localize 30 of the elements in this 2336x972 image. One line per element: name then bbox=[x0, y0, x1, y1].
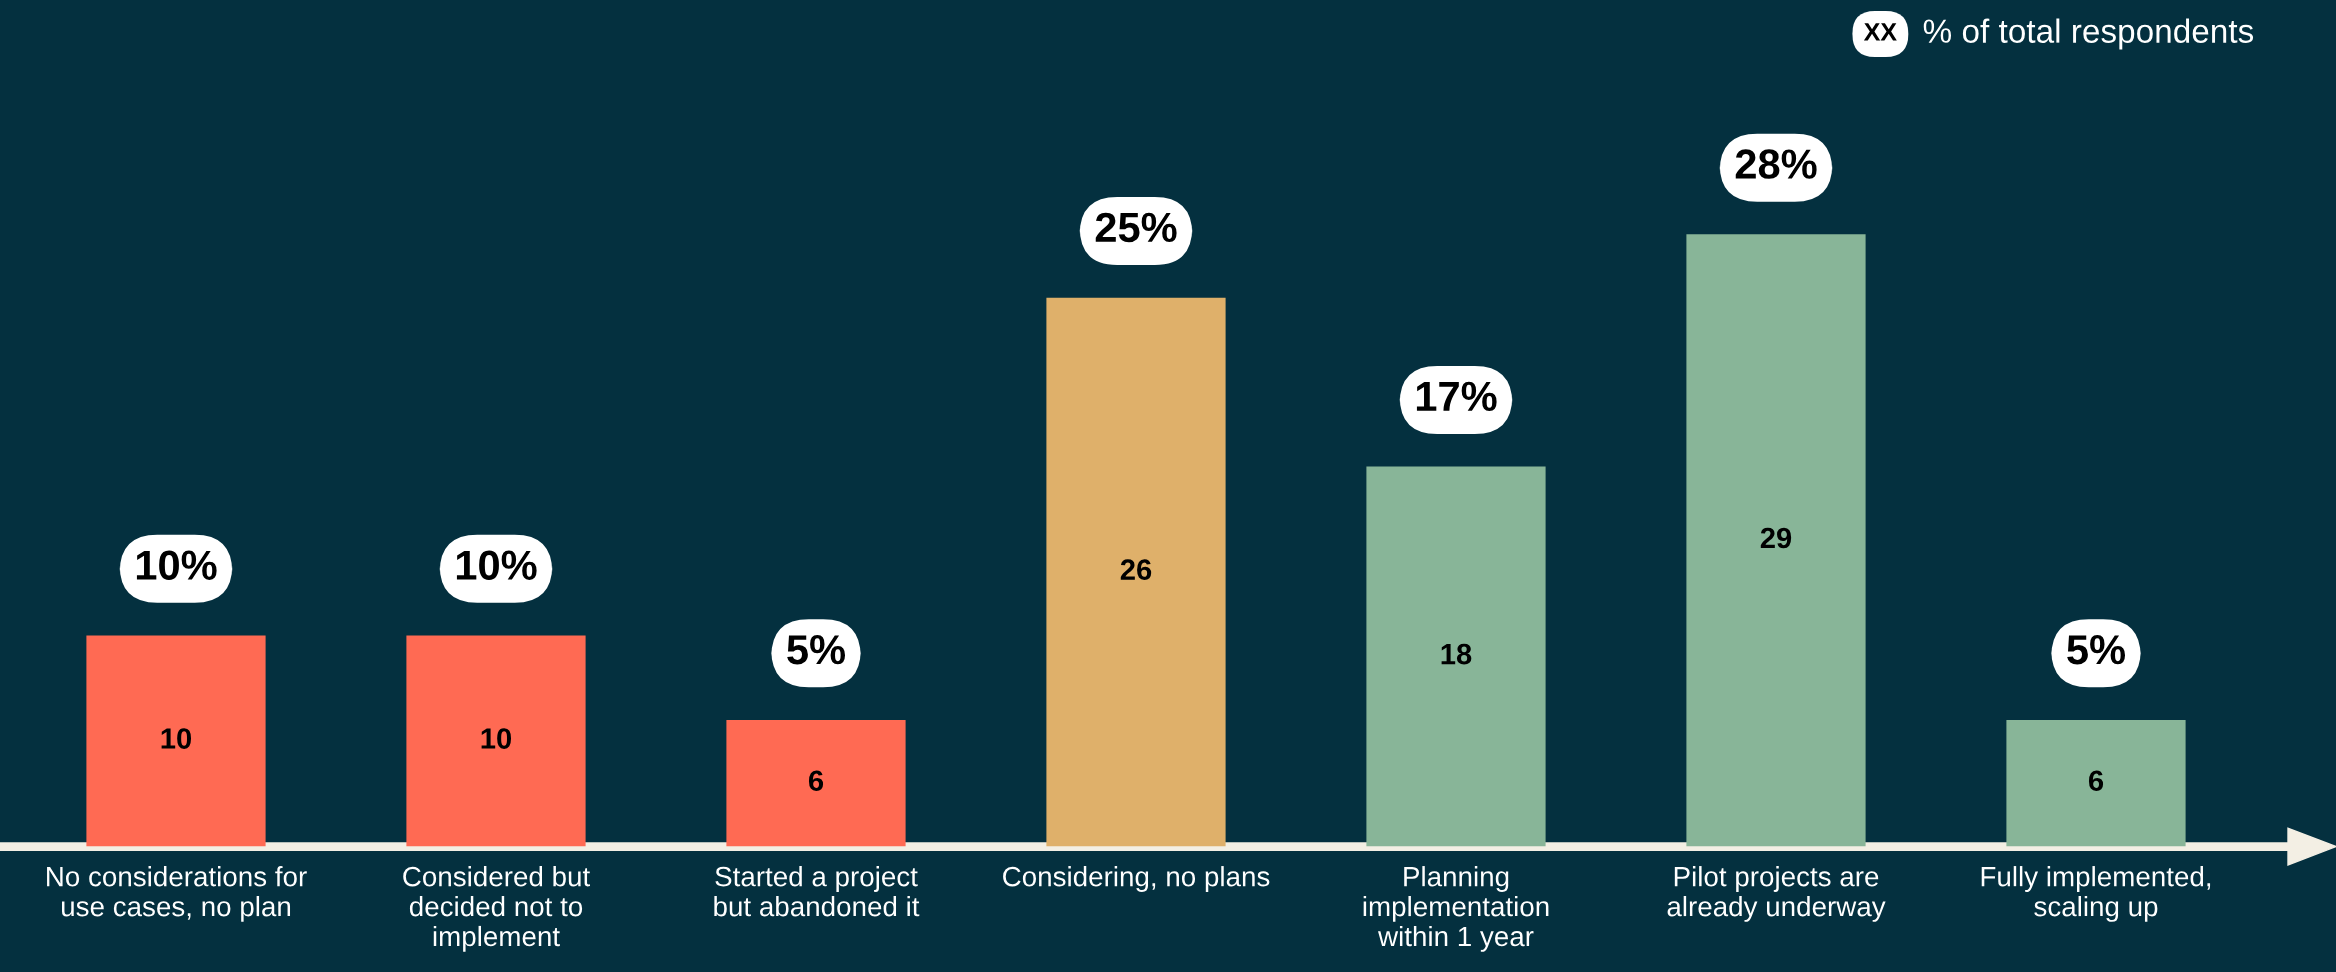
annotation: 17% bbox=[1416, 381, 1497, 412]
x-tick-label: No considerations for use cases, no plan bbox=[47, 866, 307, 922]
data-label: 10 bbox=[481, 728, 512, 749]
x-tick-label: Planning implementation within 1 year bbox=[1363, 866, 1549, 952]
data-label: 6 bbox=[808, 770, 824, 792]
x-tick-label: Considering, no plans bbox=[1003, 866, 1270, 892]
annotation: 5% bbox=[2067, 635, 2126, 665]
x-tick-label: Considered but decided not to implement bbox=[403, 866, 590, 952]
data-label: 29 bbox=[1760, 527, 1792, 549]
bar bbox=[1366, 466, 1546, 847]
bar bbox=[1046, 297, 1226, 847]
annotation: 10% bbox=[136, 550, 217, 580]
annotation: 25% bbox=[1095, 212, 1177, 243]
bar bbox=[726, 719, 906, 847]
x-tick-label: Started a project but abandoned it bbox=[714, 866, 920, 917]
bar bbox=[2006, 719, 2186, 847]
annotation: 10% bbox=[456, 550, 537, 580]
data-label: 6 bbox=[2088, 770, 2104, 792]
annotation: 28% bbox=[1735, 149, 1817, 179]
text: XX bbox=[1863, 23, 1897, 41]
bar bbox=[406, 635, 586, 847]
text: % of total respondents bbox=[1923, 18, 2254, 50]
bar bbox=[1686, 234, 1866, 847]
bar bbox=[86, 635, 266, 847]
annotation: 5% bbox=[787, 635, 846, 665]
x-tick-label: Pilot projects are already underway bbox=[1667, 866, 1886, 922]
data-label: 26 bbox=[1120, 559, 1152, 580]
data-label: 10 bbox=[161, 728, 192, 749]
x-tick-label: Fully implemented, scaling up bbox=[1981, 866, 2211, 922]
data-label: 18 bbox=[1441, 643, 1472, 665]
